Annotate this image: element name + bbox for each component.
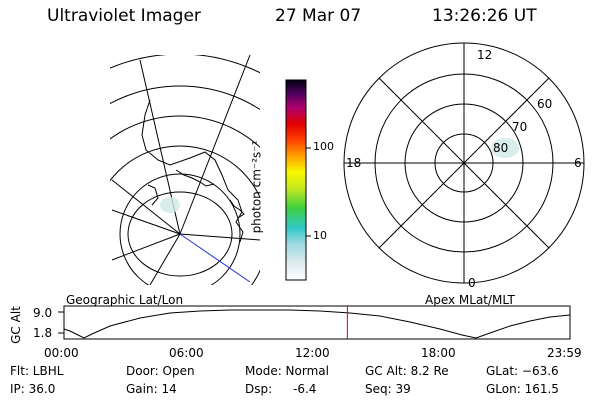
seq-status: Seq: 39 — [365, 382, 411, 396]
lat-80-label: 80 — [493, 141, 509, 155]
ip-status: IP: 36.0 — [10, 382, 56, 396]
orbit-ymin-label: 1.8 — [33, 326, 53, 340]
orbit-ymax-label: 9.0 — [33, 306, 53, 320]
colorbar-tick-10: 10 — [313, 229, 327, 242]
polar-aurora-patch — [491, 138, 519, 158]
aurora-patch — [160, 197, 180, 213]
mode-status: Mode: Normal — [245, 364, 329, 378]
app-title: Ultraviolet Imager — [47, 6, 201, 26]
x-tick-1200: 12:00 — [295, 346, 330, 360]
x-tick-0000: 00:00 — [44, 346, 79, 360]
orbit-left-title: Geographic Lat/Lon — [66, 293, 184, 307]
dsp-value: -6.4 — [293, 382, 317, 396]
x-tick-2359: 23:59 — [547, 346, 582, 360]
x-tick-1800: 18:00 — [421, 346, 456, 360]
satellite-track — [179, 233, 251, 283]
mlt-6-label: 6 — [574, 156, 582, 170]
altitude-curve — [63, 309, 571, 339]
mlt-0-label: 0 — [468, 276, 476, 290]
mlt-12-label: 12 — [477, 48, 493, 62]
x-tick-0600: 06:00 — [169, 346, 204, 360]
door-status: Door: Open — [126, 364, 195, 378]
gain-status: Gain: 14 — [126, 382, 177, 396]
date-label: 27 Mar 07 — [275, 6, 362, 26]
dsp-label: Dsp: — [245, 382, 273, 396]
orbit-right-title: Apex MLat/MLT — [425, 293, 515, 307]
lat-60-label: 60 — [537, 97, 553, 111]
gc-alt-status: GC Alt: 8.2 Re — [365, 364, 449, 378]
glat-status: GLat: −63.6 — [486, 364, 559, 378]
lat-70-label: 70 — [512, 120, 528, 134]
colorbar-tick-100: 100 — [313, 140, 334, 153]
glon-status: GLon: 161.5 — [486, 382, 559, 396]
flt-status: Flt: LBHL — [10, 364, 64, 378]
time-label: 13:26:26 UT — [432, 6, 537, 26]
mlt-18-label: 18 — [346, 156, 362, 170]
